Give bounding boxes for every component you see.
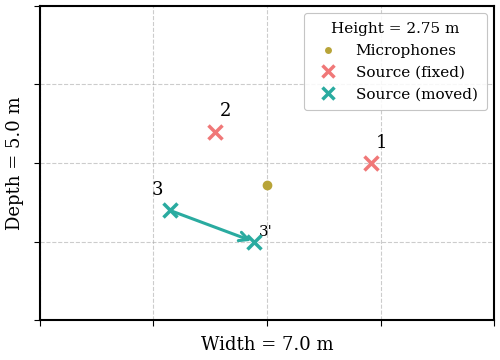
Y-axis label: Depth = 5.0 m: Depth = 5.0 m [6,96,24,230]
X-axis label: Width = 7.0 m: Width = 7.0 m [200,337,334,355]
Text: 2: 2 [220,102,232,120]
Text: 1: 1 [376,134,388,152]
Text: 3: 3 [152,181,163,199]
Text: 3': 3' [258,225,272,239]
Legend: Microphones, Source (fixed), Source (moved): Microphones, Source (fixed), Source (mov… [304,13,487,111]
